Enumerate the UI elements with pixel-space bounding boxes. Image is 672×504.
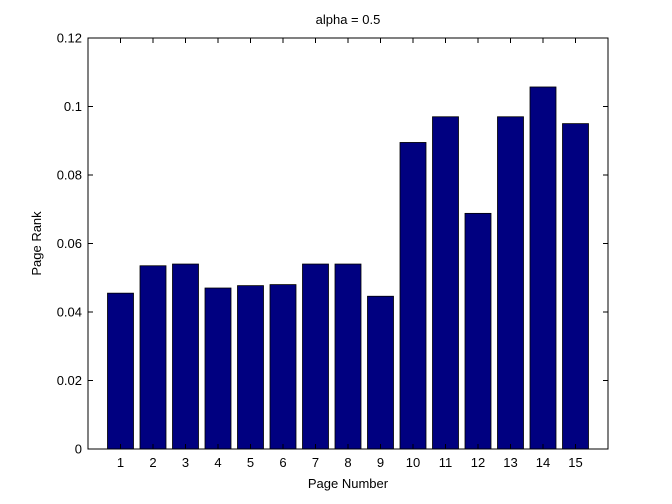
x-tick-label: 10 [406,455,420,470]
x-tick-label: 8 [344,455,351,470]
x-tick-label: 1 [117,455,124,470]
bar-page-15 [562,123,589,450]
bar-page-6 [269,284,297,450]
y-tick-label: 0.08 [57,168,82,183]
y-tick-label: 0.04 [57,305,82,320]
bar-page-13 [497,116,524,450]
bar-page-10 [399,142,427,450]
x-axis-label: Page Number [308,476,389,491]
x-tick-label: 11 [439,455,453,470]
bar-page-9 [367,295,394,450]
bar-page-14 [529,86,557,450]
x-tick-label: 3 [182,455,189,470]
x-tick-label: 13 [503,455,517,470]
x-tick-label: 4 [214,455,221,470]
bar-page-2 [139,265,167,450]
x-tick-label: 14 [536,455,550,470]
x-tick-label: 9 [377,455,384,470]
y-axis-label: Page Rank [29,211,44,276]
x-tick-label: 15 [568,455,582,470]
y-axis: 0 0.02 0.04 0.06 0.08 0.1 0.12 [57,31,608,457]
y-tick-label: 0.12 [57,31,82,46]
x-axis: 1 2 3 4 5 6 7 8 9 10 11 12 13 14 15 [117,38,583,470]
bar-page-1 [107,292,134,450]
y-tick-label: 0 [75,442,82,457]
bar-page-11 [432,116,459,450]
bar-page-5 [237,285,264,450]
x-tick-label: 2 [149,455,156,470]
bar-page-7 [302,263,329,450]
bar-page-12 [464,212,492,450]
bar-page-4 [204,287,232,450]
bar-page-8 [334,263,362,450]
y-tick-label: 0.06 [57,236,82,251]
bars-layer [107,86,589,450]
bar-page-3 [172,263,199,450]
x-tick-label: 5 [247,455,254,470]
y-tick-label: 0.1 [64,99,82,114]
x-tick-label: 12 [471,455,485,470]
chart-title: alpha = 0.5 [316,12,381,27]
y-tick-label: 0.02 [57,373,82,388]
x-tick-label: 6 [279,455,286,470]
x-tick-label: 7 [312,455,319,470]
